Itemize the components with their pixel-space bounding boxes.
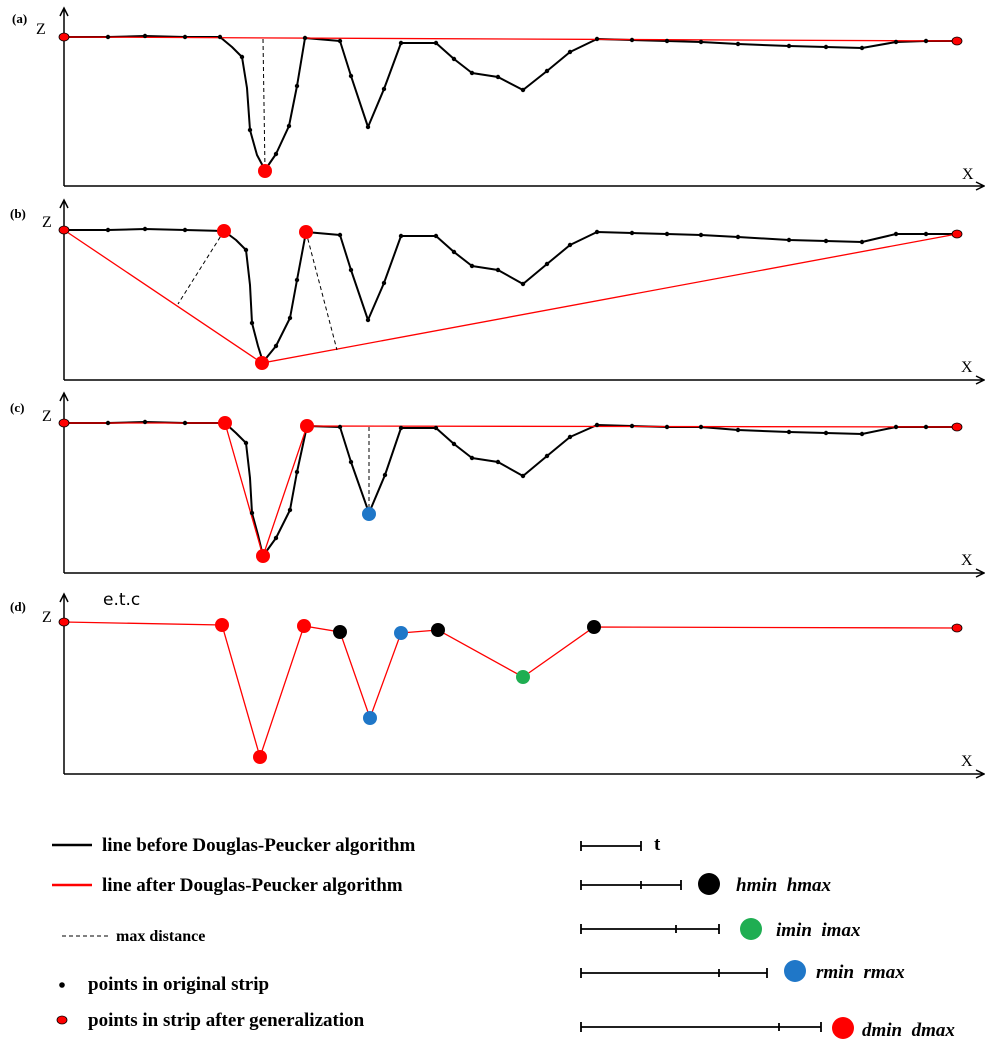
panel-c-label: (c) — [10, 400, 24, 415]
panel-c-endpoint-end — [951, 422, 963, 432]
panel-b-bottom-point — [255, 356, 269, 370]
panel-b-z-label: Z — [42, 214, 52, 231]
panel-d-point-h2 — [431, 623, 445, 637]
legend-dashed-text: max distance — [116, 928, 205, 945]
panel-d: (d) Z e.t.c X — [10, 590, 985, 779]
panel-d-x-label: X — [961, 753, 973, 770]
panel-d-label: (d) — [10, 599, 26, 614]
scale-t: t — [580, 834, 661, 855]
panel-d-point-r1 — [394, 626, 408, 640]
panel-a-endpoint-end — [951, 36, 963, 46]
panel-b-new-point-right — [299, 225, 313, 239]
panel-d-point-h3 — [587, 620, 601, 634]
panel-c-bottom-point — [256, 549, 270, 563]
panel-b-original-points — [105, 226, 929, 349]
panel-a-max-distance — [262, 38, 266, 171]
legend-black-dot-swatch — [59, 982, 65, 988]
panel-a-endpoint-start — [58, 32, 70, 42]
panel-d-z-label: Z — [42, 609, 52, 626]
scale-r: rmin rmax — [580, 960, 905, 983]
panel-c-generalized-line — [64, 422, 958, 559]
scale-t-label: t — [654, 834, 661, 855]
legend-red-dot-text: points in strip after generalization — [88, 1010, 365, 1031]
panel-a-label: (a) — [12, 11, 27, 26]
scale-d-dot — [832, 1017, 854, 1039]
panel-b-max-distance-left — [177, 230, 225, 305]
panel-c-point-left — [218, 416, 232, 430]
scale-i: imin imax — [580, 918, 861, 941]
legend-black-line-text: line before Douglas-Peucker algorithm — [102, 835, 415, 856]
legend-red-line-text: line after Douglas-Peucker algorithm — [102, 875, 403, 896]
panel-d-point-i1 — [516, 670, 530, 684]
panel-a-original-points — [105, 33, 929, 157]
panel-d-point-d2 — [297, 619, 311, 633]
scale-d-label: dmin dmax — [862, 1020, 955, 1041]
panel-a-generalized-line — [63, 36, 958, 42]
panel-d-point-d3 — [253, 750, 267, 764]
panel-b: (b) Z X — [10, 198, 985, 385]
scale-h-label: hmin hmax — [736, 875, 832, 896]
panel-c-original-line — [64, 421, 957, 557]
panel-c-point-right — [300, 419, 314, 433]
legend-left: line before Douglas-Peucker algorithm li… — [52, 835, 415, 1031]
panel-b-axes — [59, 198, 985, 385]
scale-i-label: imin imax — [776, 920, 861, 941]
panel-b-endpoint-start — [58, 225, 70, 235]
panel-a-z-label: Z — [36, 21, 46, 38]
panel-a: (a) Z X — [12, 6, 985, 191]
panel-c: (c) Z X — [10, 391, 985, 578]
panel-b-original-line — [64, 228, 957, 363]
scale-d: dmin dmax — [580, 1017, 955, 1041]
panel-d-note: e.t.c — [103, 590, 140, 610]
panel-d-axes — [59, 592, 985, 779]
scale-h: hmin hmax — [580, 873, 832, 896]
panel-d-endpoint-start — [58, 617, 70, 627]
panel-d-generalized-line — [63, 621, 958, 760]
panel-d-point-d1 — [215, 618, 229, 632]
panel-b-label: (b) — [10, 206, 26, 221]
legend-red-dot-swatch — [56, 1015, 68, 1025]
panel-c-x-label: X — [961, 552, 973, 569]
panel-b-new-point-left — [217, 224, 231, 238]
panel-c-max-point — [362, 507, 376, 521]
panel-a-axes — [59, 6, 985, 191]
panel-c-endpoint-start — [58, 418, 70, 428]
panel-d-endpoint-end — [951, 623, 963, 633]
panel-a-original-line — [64, 35, 957, 171]
panel-a-max-point — [258, 164, 272, 178]
panel-b-endpoint-end — [951, 229, 963, 239]
scale-i-dot — [740, 918, 762, 940]
panel-b-x-label: X — [961, 359, 973, 376]
panel-a-x-label: X — [962, 166, 974, 183]
panel-d-point-h1 — [333, 625, 347, 639]
scale-r-label: rmin rmax — [816, 962, 905, 983]
panel-b-max-distance-right — [305, 231, 338, 351]
scale-h-dot — [698, 873, 720, 895]
panel-b-generalized-line — [63, 229, 958, 364]
panel-c-z-label: Z — [42, 408, 52, 425]
scale-r-dot — [784, 960, 806, 982]
legend-right: t hmin hmax imin imax rmin rmax dmin dma… — [580, 834, 955, 1041]
panel-c-original-points — [105, 419, 929, 541]
panel-c-axes — [59, 391, 985, 578]
legend-black-dot-text: points in original strip — [88, 974, 269, 995]
panel-d-point-r2 — [363, 711, 377, 725]
